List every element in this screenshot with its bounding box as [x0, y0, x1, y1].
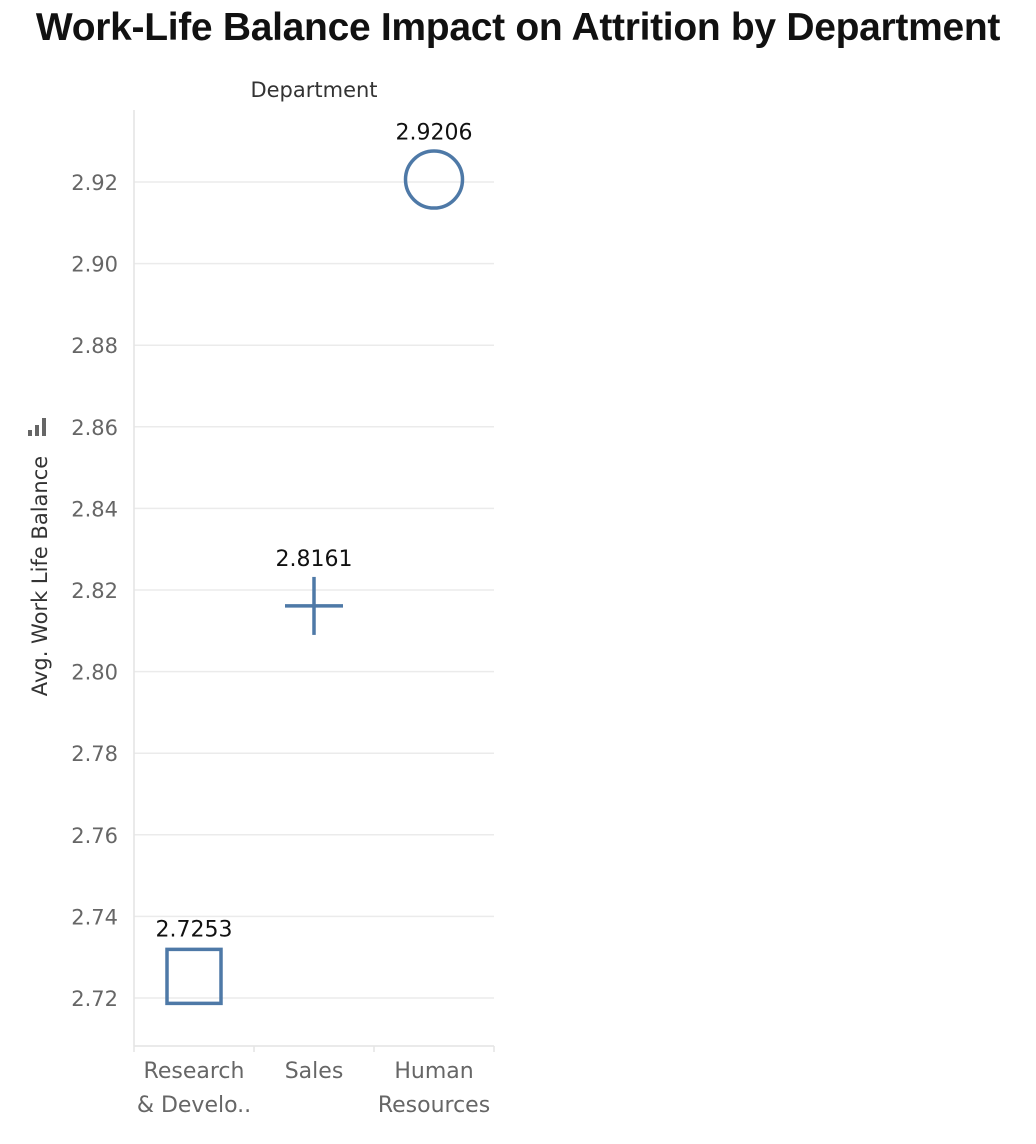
y-tick-label: 2.90 [71, 253, 118, 277]
column-header-label: Department [250, 78, 378, 102]
category-label-line: & Develo.. [137, 1093, 251, 1118]
axes [133, 110, 495, 1052]
y-tick-label: 2.80 [71, 661, 118, 685]
y-tick-label: 2.74 [71, 905, 118, 929]
y-tick-label: 2.76 [71, 824, 118, 848]
plus-mark [285, 576, 343, 635]
category-label: Sales [285, 1059, 344, 1084]
sort-icon[interactable] [28, 418, 48, 436]
category-label-line: Sales [285, 1059, 344, 1084]
category-label: Human Resources [378, 1059, 490, 1118]
data-label: 2.8161 [276, 547, 353, 572]
y-tick-label: 2.82 [71, 579, 118, 603]
category-label-line: Resources [378, 1093, 490, 1118]
data-label: 2.9206 [396, 121, 473, 146]
square-mark [165, 947, 223, 1006]
y-tick-labels: 2.72 2.74 2.76 2.78 2.80 2.82 2.84 2.86 2.88 2.90… [71, 171, 118, 1011]
data-labels: 2.7253 2.8161 2.9206 [156, 121, 473, 943]
y-tick-label: 2.86 [71, 416, 118, 440]
circle-mark [403, 149, 465, 210]
y-tick-label: 2.78 [71, 742, 118, 766]
data-label: 2.7253 [156, 917, 233, 942]
category-label: Research & Develo.. [137, 1059, 251, 1118]
category-labels: Research & Develo.. Sales Human Resources [137, 1059, 490, 1118]
y-tick-label: 2.88 [71, 334, 118, 358]
y-tick-label: 2.92 [71, 171, 118, 195]
y-tick-label: 2.84 [71, 497, 118, 521]
data-marks [165, 149, 465, 1006]
chart-title: Work-Life Balance Impact on Attrition by… [35, 6, 1001, 49]
y-tick-label: 2.72 [71, 987, 118, 1011]
category-label-line: Research [144, 1059, 245, 1084]
category-label-line: Human [394, 1059, 473, 1084]
